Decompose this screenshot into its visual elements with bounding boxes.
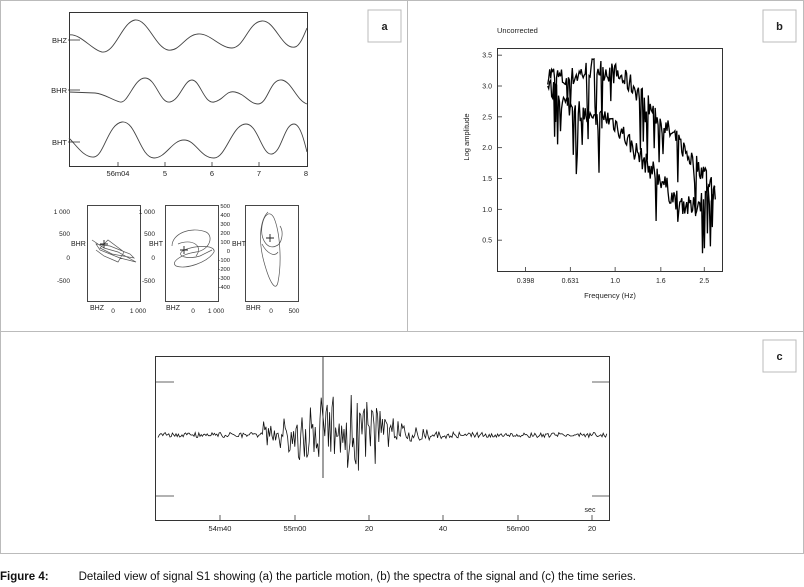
ytick-label: 2.0 (482, 145, 492, 152)
ytick-label: 0.5 (482, 238, 492, 245)
waveform-plot: BHZ BHR BHT 56m04 5 6 7 8 (51, 12, 308, 178)
time-tick-label: 55m00 (284, 524, 307, 533)
xtick-label: 1 000 (130, 308, 147, 315)
trace-bhr (68, 77, 308, 105)
particle-xlabel: BHZ (166, 305, 181, 312)
ytick-label: 1.5 (482, 176, 492, 183)
xtick-label: 0 (269, 308, 273, 315)
ytick-label: 0 (66, 255, 70, 262)
particle-plot-1-axes (87, 205, 141, 302)
ytick-label: 500 (144, 231, 155, 238)
particle-origin-mark (266, 234, 274, 242)
time-tick-label: 56m04 (107, 169, 130, 178)
ytick-label: -500 (142, 278, 155, 285)
time-unit-label: sec (585, 507, 596, 514)
trace-label-bhr: BHR (51, 86, 67, 95)
xtick-label: 1.6 (656, 278, 666, 285)
panel-c-tag-box (762, 339, 797, 373)
caption-label: Figure 4: (0, 571, 49, 583)
spectrum-series-line-2 (547, 78, 716, 254)
xtick-label: 1 000 (208, 308, 225, 315)
particle-path-3 (260, 211, 283, 287)
xtick-label: 0.398 (517, 278, 535, 285)
panel-b-frame (407, 0, 804, 332)
particle-origin-mark (180, 246, 188, 254)
time-tick-label: 20 (588, 524, 596, 533)
panel-a-tag-box (367, 9, 402, 43)
xtick-label: 0 (111, 308, 115, 315)
ytick-label: 0 (151, 255, 155, 262)
particle-plot-2-axes (165, 205, 219, 302)
particle-xlabel: BHR (246, 305, 261, 312)
seismogram-trace (157, 357, 608, 478)
spectrum-xticks: 0.398 0.631 1.0 1.6 2.5 (517, 267, 709, 285)
ytick-label: -200 (218, 267, 230, 273)
ytick-label: 200 (220, 231, 230, 237)
ytick-label: -300 (218, 276, 230, 282)
ytick-label: 2.5 (482, 114, 492, 121)
panel-a-tag: a (381, 21, 388, 33)
ytick-label: 3.0 (482, 84, 492, 91)
timeseries-axes (155, 356, 610, 521)
ytick-label: 1.0 (482, 207, 492, 214)
xtick-label: 0.631 (562, 278, 580, 285)
time-tick-label: 56m00 (507, 524, 530, 533)
time-tick-label: 40 (439, 524, 447, 533)
figure-caption: Figure 4: Detailed view of signal S1 show… (0, 571, 804, 583)
time-tick-label: 54m40 (209, 524, 232, 533)
panel-b-tag-box (762, 9, 797, 43)
spectrum-series-line-1 (547, 57, 716, 234)
particle-plot-3-axes (245, 205, 299, 302)
ytick-label: 1 000 (139, 209, 156, 216)
time-tick-label: 20 (365, 524, 373, 533)
trace-label-bhz: BHZ (52, 36, 67, 45)
ytick-label: 500 (59, 231, 70, 238)
spectrum-axes (497, 48, 723, 272)
ytick-label: 500 (220, 204, 230, 210)
particle-plot-1: 1 000 500 0 -500 BHR BHZ 0 1 000 (54, 205, 147, 315)
particle-origin-mark (100, 240, 108, 248)
timeseries-plot: 54m40 55m00 20 40 56m00 20 sec (155, 356, 610, 533)
xtick-label: 2.5 (699, 278, 709, 285)
xtick-label: 0 (191, 308, 195, 315)
time-tick-label: 5 (163, 169, 167, 178)
spectrum-chart: Uncorrected Frequency (Hz) Log amplitude… (462, 26, 723, 300)
time-tick-label: 8 (304, 169, 308, 178)
particle-plot-3: 500 400 300 200 100 0 -100 -200 -300 -40… (218, 204, 299, 315)
panel-b-tag: b (776, 21, 783, 33)
caption-text: Detailed view of signal S1 showing (a) t… (78, 571, 636, 583)
ytick-label: -500 (57, 278, 70, 285)
ytick-label: 3.5 (482, 53, 492, 60)
particle-path-2 (171, 229, 215, 268)
spectrum-title: Uncorrected (497, 26, 538, 35)
spectrum-xlabel: Frequency (Hz) (584, 291, 636, 300)
particle-path-1 (91, 239, 137, 263)
trace-label-bht: BHT (52, 138, 67, 147)
xtick-label: 500 (289, 308, 300, 315)
panel-c-tag: c (776, 351, 782, 363)
ytick-label: -400 (218, 285, 230, 291)
waveform-axes (69, 12, 308, 167)
particle-ylabel: BHT (149, 241, 164, 248)
particle-ylabel: BHT (232, 241, 247, 248)
particle-xlabel: BHZ (90, 305, 105, 312)
time-tick-label: 7 (257, 169, 261, 178)
xtick-label: 1.0 (610, 278, 620, 285)
ytick-label: -100 (218, 258, 230, 264)
trace-bht (68, 121, 308, 159)
trace-bhz (68, 19, 308, 53)
ytick-label: 300 (220, 222, 230, 228)
ytick-label: 0 (227, 249, 230, 255)
particle-ylabel: BHR (71, 241, 86, 248)
spectrum-yticks: 0.5 1.0 1.5 2.0 2.5 3.0 3.5 (482, 53, 502, 245)
spectrum-series (547, 57, 716, 254)
spectrum-ylabel: Log amplitude (462, 113, 471, 160)
ytick-label: 400 (220, 213, 230, 219)
ytick-label: 100 (220, 240, 230, 246)
time-tick-label: 6 (210, 169, 214, 178)
ytick-label: 1 000 (54, 209, 71, 216)
particle-plot-2: 1 000 500 0 -500 BHT BHZ 0 1 000 (139, 205, 225, 315)
